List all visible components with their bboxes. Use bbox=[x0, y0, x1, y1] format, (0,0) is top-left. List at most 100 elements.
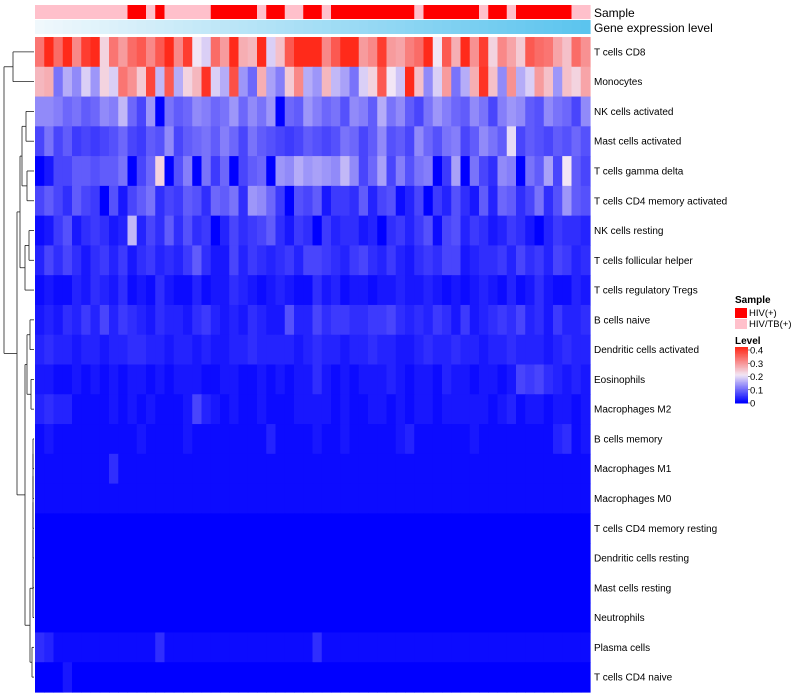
heatmap-cell bbox=[109, 126, 119, 157]
heatmap-cell bbox=[266, 364, 277, 395]
heatmap-cell bbox=[553, 602, 563, 634]
heatmap-cell bbox=[238, 394, 249, 425]
heatmap-cell bbox=[72, 513, 82, 544]
level-colorbar-segment bbox=[735, 375, 748, 377]
heatmap-cell bbox=[469, 215, 480, 247]
sample-annotation-cell bbox=[220, 5, 230, 19]
heatmap-cell bbox=[469, 364, 480, 395]
heatmap-cell bbox=[109, 543, 119, 574]
expression-annotation-cell bbox=[469, 20, 480, 34]
heatmap-cell bbox=[312, 572, 323, 604]
sample-annotation-cell bbox=[127, 5, 138, 19]
heatmap-cell bbox=[423, 334, 434, 366]
sample-annotation-cell bbox=[303, 5, 314, 19]
heatmap-cell bbox=[460, 245, 471, 276]
heatmap-cell bbox=[432, 156, 443, 187]
heatmap-cell bbox=[183, 245, 193, 276]
heatmap-cell bbox=[340, 543, 351, 574]
level-colorbar-segment bbox=[735, 387, 748, 390]
heatmap-cell bbox=[553, 126, 563, 157]
heatmap-cell bbox=[553, 513, 563, 544]
heatmap-cell bbox=[136, 483, 147, 514]
heatmap-cell bbox=[201, 215, 212, 247]
heatmap-cell bbox=[275, 543, 286, 574]
heatmap-cell bbox=[377, 483, 388, 514]
heatmap-cell bbox=[488, 96, 499, 127]
heatmap-cell bbox=[99, 394, 110, 425]
level-colorbar-segment bbox=[735, 361, 748, 363]
heatmap-cell bbox=[210, 483, 221, 514]
heatmap-cell bbox=[284, 483, 295, 514]
heatmap-cell bbox=[303, 602, 314, 634]
heatmap-cell bbox=[488, 513, 499, 544]
heatmap-cell bbox=[44, 602, 55, 634]
heatmap-cell bbox=[294, 632, 304, 663]
heatmap-cell bbox=[358, 334, 369, 366]
heatmap-cell bbox=[395, 275, 406, 306]
sample-annotation-cell bbox=[368, 5, 378, 19]
heatmap-cell bbox=[109, 394, 119, 425]
heatmap-cell bbox=[331, 126, 341, 157]
heatmap-cell bbox=[284, 96, 295, 127]
heatmap-cell bbox=[118, 364, 129, 395]
heatmap-cell bbox=[432, 215, 443, 247]
heatmap-cell bbox=[377, 394, 388, 425]
heatmap-cell bbox=[53, 424, 64, 455]
expression-annotation-cell bbox=[294, 20, 304, 34]
heatmap-cell bbox=[562, 304, 573, 336]
heatmap-cell bbox=[358, 156, 369, 187]
heatmap-cell bbox=[405, 394, 415, 425]
heatmap-cell bbox=[81, 632, 92, 663]
heatmap-cell bbox=[497, 632, 508, 663]
heatmap-cell bbox=[183, 453, 193, 485]
heatmap-cell bbox=[479, 543, 489, 574]
heatmap-cell bbox=[543, 37, 554, 68]
heatmap-cell bbox=[136, 662, 147, 693]
heatmap-cell bbox=[136, 424, 147, 455]
heatmap-cell bbox=[294, 453, 304, 485]
heatmap-cell bbox=[525, 185, 536, 217]
heatmap-cell bbox=[377, 453, 388, 485]
heatmap-cell bbox=[201, 304, 212, 336]
sample-annotation-cell bbox=[210, 5, 221, 19]
row-label: T cells CD8 bbox=[594, 47, 646, 58]
heatmap-cell bbox=[118, 96, 129, 127]
heatmap-cell bbox=[257, 513, 267, 544]
heatmap-cell bbox=[543, 304, 554, 336]
heatmap-cell bbox=[303, 96, 314, 127]
heatmap-cell bbox=[340, 185, 351, 217]
heatmap-cell bbox=[562, 66, 573, 98]
heatmap-cell bbox=[423, 96, 434, 127]
heatmap-cell bbox=[349, 96, 360, 127]
heatmap-cell bbox=[460, 662, 471, 693]
heatmap-cell bbox=[497, 275, 508, 306]
heatmap-cell bbox=[534, 334, 545, 366]
heatmap-cell bbox=[395, 572, 406, 604]
sample-annotation-cell bbox=[155, 5, 166, 19]
heatmap-cell bbox=[136, 156, 147, 187]
heatmap-cell bbox=[53, 513, 64, 544]
heatmap-cell bbox=[451, 37, 462, 68]
row-label: Plasma cells bbox=[594, 643, 650, 654]
heatmap-cell bbox=[81, 602, 92, 634]
heatmap-cell bbox=[164, 572, 175, 604]
heatmap-cell bbox=[562, 126, 573, 157]
heatmap-cell bbox=[35, 602, 45, 634]
heatmap-cell bbox=[229, 602, 240, 634]
heatmap-cell bbox=[109, 483, 119, 514]
heatmap-cell bbox=[155, 453, 166, 485]
heatmap-cell bbox=[266, 662, 277, 693]
heatmap-cell bbox=[118, 394, 129, 425]
level-colorbar-segment bbox=[735, 352, 748, 355]
heatmap-cell bbox=[525, 275, 536, 306]
heatmap-cell bbox=[534, 126, 545, 157]
heatmap-cell bbox=[90, 96, 101, 127]
heatmap-cell bbox=[432, 424, 443, 455]
heatmap-cell bbox=[349, 245, 360, 276]
heatmap-cell bbox=[516, 662, 526, 693]
heatmap-cell bbox=[414, 156, 425, 187]
heatmap-cell bbox=[525, 304, 536, 336]
heatmap-cell bbox=[136, 453, 147, 485]
heatmap-cell bbox=[201, 572, 212, 604]
heatmap-cell bbox=[358, 394, 369, 425]
